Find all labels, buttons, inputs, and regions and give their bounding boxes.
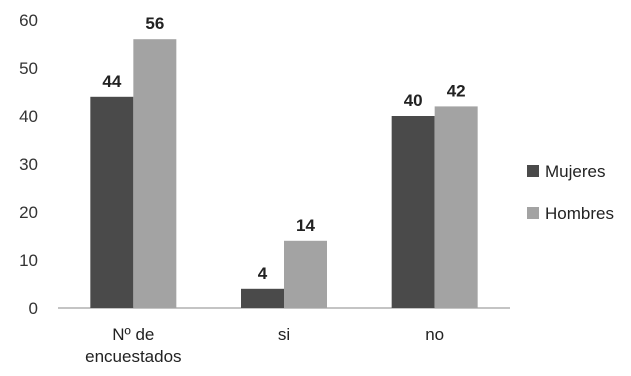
- legend-swatch-mujeres: [527, 165, 539, 177]
- y-tick-label-30: 30: [19, 155, 38, 174]
- data-labels: 44 56 4 14 40 42: [102, 14, 465, 283]
- y-tick-label-20: 20: [19, 203, 38, 222]
- bar-mujeres-0: [90, 96, 134, 308]
- y-tick-label-40: 40: [19, 107, 38, 126]
- category-label-0: Nº de encuestados: [85, 325, 181, 366]
- data-label-mujeres-0: 44: [102, 72, 121, 91]
- legend-swatch-hombres: [527, 207, 539, 219]
- legend: Mujeres Hombres: [527, 162, 614, 223]
- data-label-hombres-0: 56: [145, 14, 164, 33]
- legend-label-mujeres: Mujeres: [545, 162, 605, 181]
- bar-hombres-2: [434, 106, 478, 309]
- bar-mujeres-2: [391, 116, 435, 308]
- category-labels: Nº de encuestados si no: [85, 325, 444, 366]
- bar-mujeres-1: [241, 288, 284, 308]
- category-label-1: si: [278, 325, 290, 344]
- data-label-hombres-2: 42: [447, 81, 466, 100]
- y-tick-label-10: 10: [19, 251, 38, 270]
- y-axis-ticks: 0 10 20 30 40 50 60: [19, 11, 38, 318]
- data-label-mujeres-1: 4: [258, 264, 268, 283]
- bar-hombres-1: [284, 240, 327, 308]
- category-label-2: no: [425, 325, 444, 344]
- bars: [90, 39, 478, 309]
- y-tick-label-50: 50: [19, 59, 38, 78]
- bar-hombres-0: [133, 39, 177, 308]
- y-tick-label-60: 60: [19, 11, 38, 30]
- data-label-hombres-1: 14: [296, 216, 315, 235]
- y-tick-label-0: 0: [29, 299, 38, 318]
- data-label-mujeres-2: 40: [404, 91, 423, 110]
- legend-label-hombres: Hombres: [545, 204, 614, 223]
